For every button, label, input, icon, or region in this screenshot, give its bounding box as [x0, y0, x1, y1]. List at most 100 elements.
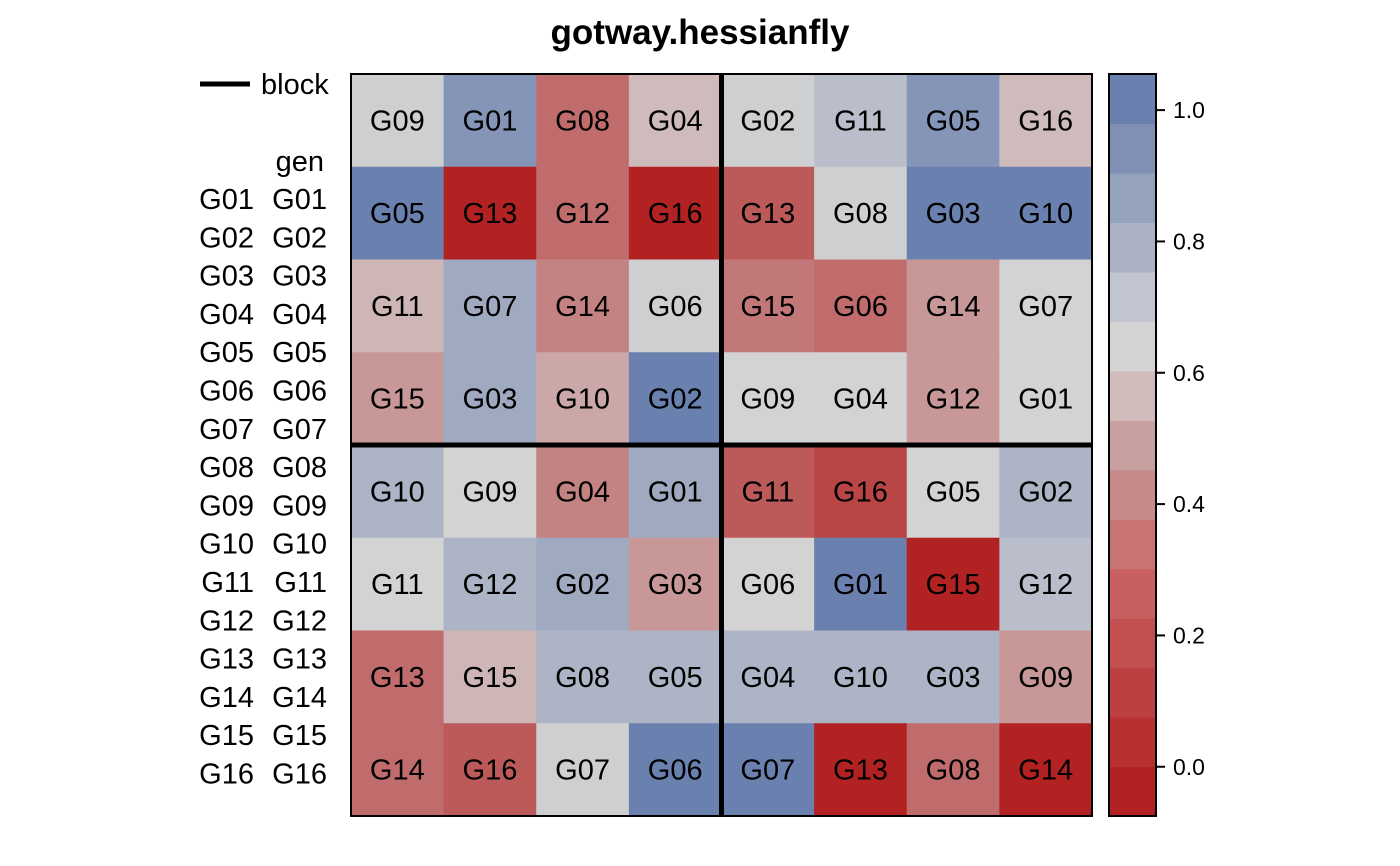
heatmap-cell	[628, 630, 723, 724]
heatmap-cell-label: G09	[1018, 662, 1073, 694]
colorbar-band	[1109, 321, 1156, 372]
heatmap-cell	[999, 166, 1093, 261]
colorbar-band	[1109, 222, 1156, 273]
heatmap-cell-label: G03	[926, 662, 981, 694]
legend-entry-right: G05	[272, 337, 327, 369]
legend-entry-right: G13	[272, 644, 327, 676]
heatmap-cell	[443, 630, 537, 724]
colorbar-tick-label: 1.0	[1173, 97, 1205, 123]
legend-entry-right: G03	[272, 261, 327, 293]
heatmap-cell-label: G12	[1018, 569, 1073, 601]
heatmap-cell-label: G13	[370, 662, 425, 694]
colorbar-band	[1109, 766, 1156, 817]
heatmap-cell-label: G15	[926, 569, 981, 601]
heatmap-cell	[351, 445, 445, 539]
heatmap-cell-label: G14	[1018, 755, 1073, 787]
heatmap-cell	[814, 723, 908, 817]
heatmap-cell	[628, 74, 723, 168]
heatmap-cell	[906, 723, 1000, 817]
heatmap-cell-label: G11	[834, 105, 887, 137]
heatmap-cell	[906, 352, 1000, 446]
heatmap-cell	[906, 74, 1000, 168]
heatmap-cell-label: G06	[648, 291, 703, 323]
heatmap-cell	[721, 630, 815, 724]
heatmap-cell-label: G12	[555, 198, 610, 230]
heatmap-cell-label: G14	[555, 291, 610, 323]
colorbar-band	[1109, 717, 1156, 768]
heatmap-cell	[906, 445, 1000, 539]
heatmap-cell-label: G07	[463, 291, 518, 323]
heatmap-cell	[443, 166, 537, 261]
heatmap-cell-label: G12	[926, 384, 981, 416]
legend-entries: G01 G01 G02 G02 G03 G03 G04 G04 G05 G05 G06 G06 G07 G…	[199, 184, 327, 791]
legend-entry-left: G12	[199, 605, 254, 637]
legend-key-title: gen	[276, 146, 324, 178]
heatmap-cell	[536, 723, 630, 817]
heatmap-cell-label: G03	[648, 569, 703, 601]
colorbar-band	[1109, 172, 1156, 223]
heatmap-cell-label: G09	[370, 105, 425, 137]
colorbar-band	[1109, 568, 1156, 619]
heatmap-cell-label: G14	[926, 291, 981, 323]
heatmap-cell-label: G01	[1018, 384, 1073, 416]
heatmap-cell	[443, 537, 537, 632]
legend-entry-left: G02	[199, 222, 254, 254]
heatmap-cell-label: G13	[463, 198, 518, 230]
heatmap-cell	[721, 166, 815, 261]
heatmap-cell	[443, 723, 537, 817]
heatmap-cell-label: G15	[740, 291, 795, 323]
colorbar-band	[1109, 420, 1156, 471]
heatmap-cell-label: G01	[463, 105, 518, 137]
colorbar-band	[1109, 519, 1156, 570]
heatmap-cell-label: G10	[370, 476, 425, 508]
heatmap-cell-label: G13	[740, 198, 795, 230]
heatmap-cell	[443, 259, 537, 353]
legend-entry-right: G16	[272, 759, 327, 791]
legend-entry-left: G14	[199, 682, 254, 714]
colorbar-band	[1109, 74, 1156, 125]
heatmap-cell	[814, 259, 908, 353]
heatmap-cell-label: G01	[833, 569, 888, 601]
heatmap-cell-label: G16	[648, 198, 703, 230]
heatmap-cell-label: G06	[648, 755, 703, 787]
heatmap-cell-label: G05	[926, 476, 981, 508]
heatmap-cell	[721, 723, 815, 817]
heatmap-cell	[814, 630, 908, 724]
heatmap-cell	[351, 74, 445, 168]
legend-entry-left: G16	[199, 759, 254, 791]
legend-entry-right: G12	[272, 605, 327, 637]
legend-entry-right: G04	[272, 299, 327, 331]
heatmap-cell-label: G09	[463, 476, 518, 508]
colorbar-ticks: 0.0 0.2 0.4 0.6 0.8 1.0	[1156, 97, 1205, 780]
heatmap-cell-label: G07	[740, 755, 795, 787]
legend-entry-left: G13	[199, 644, 254, 676]
heatmap-cell-label: G13	[833, 755, 888, 787]
heatmap-cell-label: G16	[463, 755, 518, 787]
heatmap-cell	[814, 445, 908, 539]
heatmap-cell-label: G10	[555, 384, 610, 416]
heatmap-cell	[814, 166, 908, 261]
heatmap-cell-label: G03	[926, 198, 981, 230]
heatmap-cell-label: G07	[555, 755, 610, 787]
legend-entry-left: G09	[199, 490, 254, 522]
legend-entry-right: G08	[272, 452, 327, 484]
heatmap-cell-label: G11	[741, 476, 794, 508]
heatmap-cell	[721, 352, 815, 446]
heatmap-cell	[628, 723, 723, 817]
heatmap-cell-label: G10	[1018, 198, 1073, 230]
block-dividers	[351, 74, 1092, 816]
colorbar-tick-label: 0.2	[1173, 622, 1205, 648]
heatmap-cell	[628, 537, 723, 632]
heatmap-cell-label: G05	[370, 198, 425, 230]
heatmap-cell-label: G01	[648, 476, 703, 508]
colorbar-tick-label: 0.8	[1173, 228, 1205, 254]
colorbar-frame	[1108, 73, 1157, 817]
heatmap-cell	[999, 352, 1093, 446]
colorbar-band	[1109, 618, 1156, 669]
heatmap-cell	[628, 445, 723, 539]
heatmap-cell-label: G11	[371, 291, 424, 323]
heatmap-cell	[721, 259, 815, 353]
legend-entry-right: G02	[272, 222, 327, 254]
heatmap-cell-label: G05	[926, 105, 981, 137]
